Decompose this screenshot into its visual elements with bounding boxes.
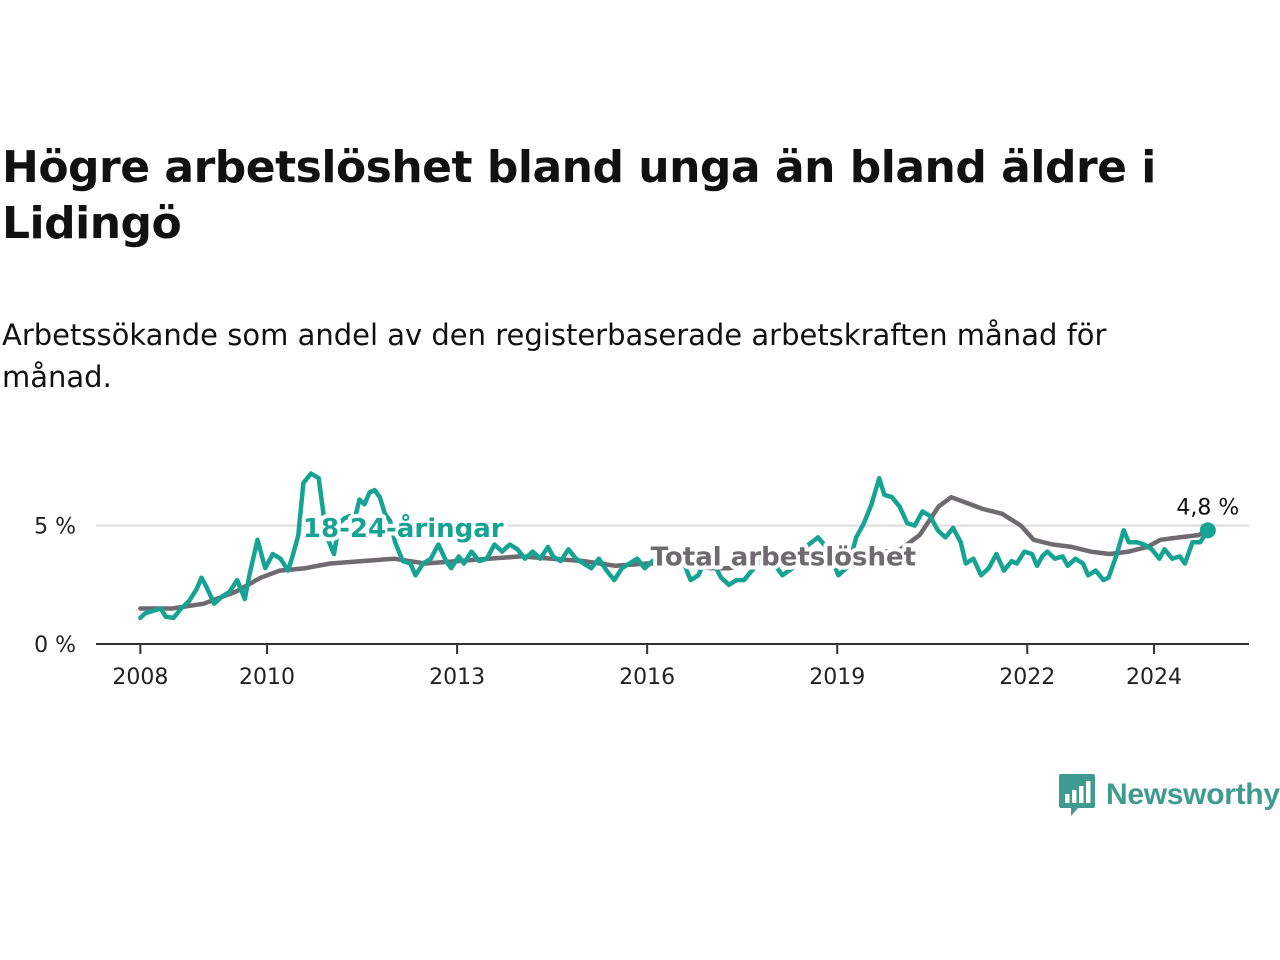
x-tick-label: 2016 <box>619 665 675 690</box>
line-chart: 2008 2010 2013 2016 2019 2022 2024 0 % 5 % Tota… <box>34 471 1249 690</box>
x-tick-label: 2010 <box>239 665 295 690</box>
chart-title: Högre arbetslöshet bland unga än bland ä… <box>2 142 1156 249</box>
series-label-halo: 18-24-åringar <box>303 512 504 544</box>
series-label-halo: Total arbetslöshet <box>651 542 916 572</box>
x-tick-label: 2008 <box>112 665 168 690</box>
y-tick-label: 0 % <box>34 633 76 658</box>
series-label-total: Total arbetslöshet <box>651 542 916 572</box>
x-tick-label: 2019 <box>809 665 865 690</box>
logo-text: Newsworthy <box>1106 778 1280 811</box>
x-tick-label: 2024 <box>1126 665 1182 690</box>
x-axis: 2008 2010 2013 2016 2019 2022 2024 <box>96 643 1249 690</box>
newsworthy-bar-chart-icon <box>1059 774 1095 816</box>
y-tick-label: 5 % <box>34 515 76 540</box>
series-label-youth: 18-24-åringar <box>303 512 504 544</box>
end-value-label: 4,8 % <box>1176 495 1239 520</box>
x-tick-label: 2022 <box>999 665 1055 690</box>
end-point-marker <box>1199 522 1216 539</box>
x-tick-label: 2013 <box>429 665 485 690</box>
chart-subtitle: Arbetssökande som andel av den registerb… <box>2 318 1107 394</box>
newsworthy-logo: Newsworthy <box>1058 772 1280 818</box>
series-line-youth <box>138 471 1211 621</box>
y-axis-labels: 0 % 5 % <box>34 515 76 658</box>
series-lines <box>138 471 1211 621</box>
